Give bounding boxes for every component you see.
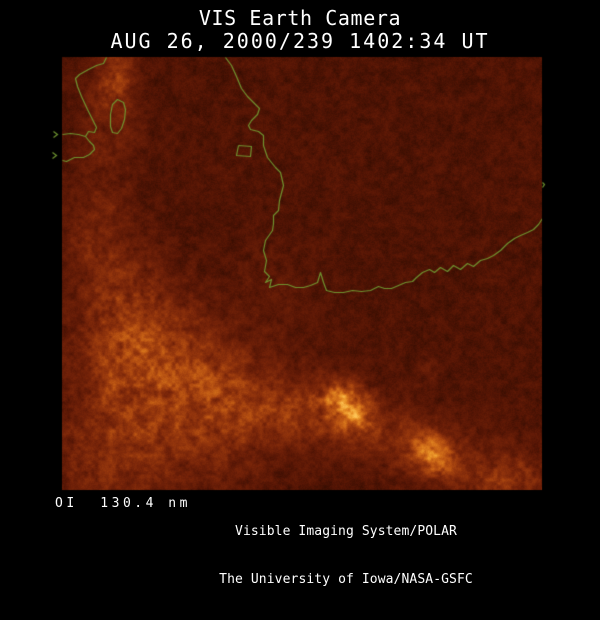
aurora-image-canvas (0, 0, 600, 545)
page-title: VIS Earth Camera (198, 6, 402, 30)
timestamp-label: AUG 26, 2000/239 1402:34 UT (110, 29, 490, 53)
credit-line-1: Visible Imaging System/POLAR (235, 524, 457, 539)
credits-block: Visible Imaging System/POLAR The Univers… (146, 492, 546, 620)
wavelength-label: OI 130.4 nm (55, 496, 191, 511)
vis-earth-camera-screen: VIS Earth Camera AUG 26, 2000/239 1402:3… (0, 0, 600, 587)
credit-line-2: The University of Iowa/NASA-GSFC (219, 572, 473, 587)
